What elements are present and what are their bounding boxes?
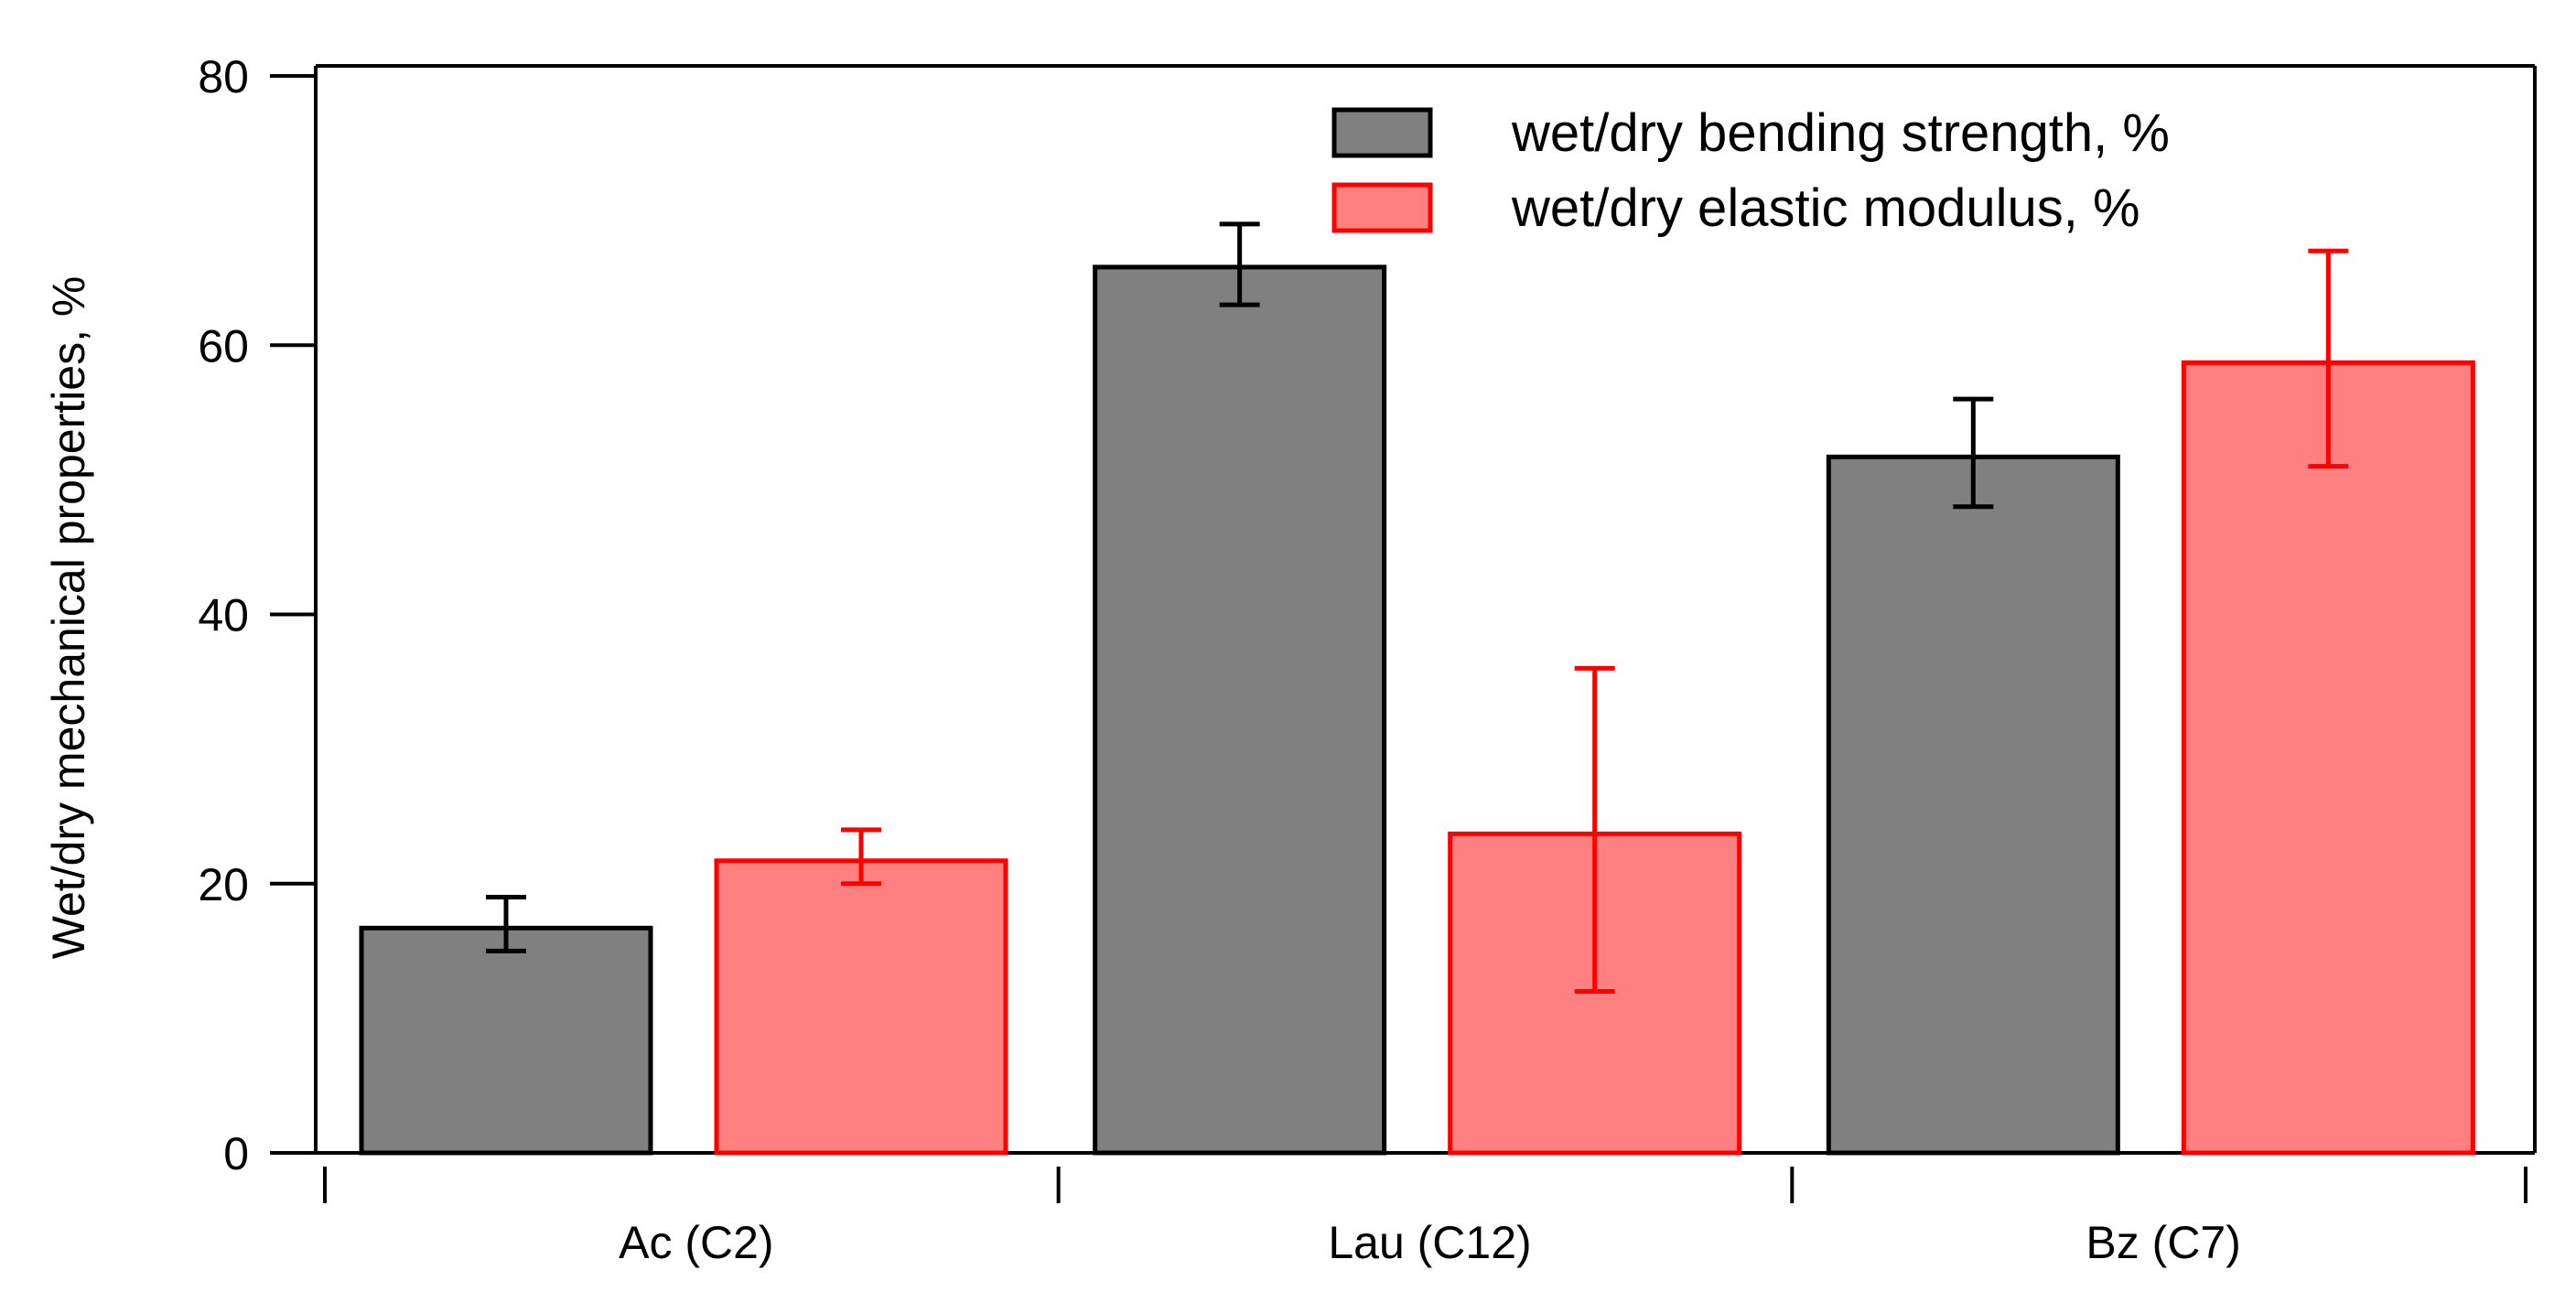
y-tick-label: 0 xyxy=(223,1128,249,1179)
plot-frame xyxy=(314,64,2537,1155)
y-tick-label: 40 xyxy=(198,590,249,641)
x-tick-label: Bz (C7) xyxy=(2086,1217,2240,1268)
bar xyxy=(1093,264,1387,1156)
y-tick-label: 20 xyxy=(198,859,249,910)
bar xyxy=(359,925,653,1156)
x-tick-label: Lau (C12) xyxy=(1328,1217,1531,1268)
y-axis-title: Wet/dry mechanical properties, % xyxy=(43,276,94,960)
bar xyxy=(2181,360,2475,1156)
bar xyxy=(1826,454,2120,1156)
error-bars xyxy=(486,221,2349,994)
bars xyxy=(359,264,2475,1156)
legend: wet/dry bending strength, % wet/dry elast… xyxy=(1331,103,2170,238)
legend-swatch xyxy=(1331,182,1433,233)
y-tick-label: 80 xyxy=(198,51,249,102)
bar xyxy=(714,858,1008,1156)
legend-label: wet/dry bending strength, % xyxy=(1511,103,2170,163)
x-tick-label: Ac (C2) xyxy=(619,1217,773,1268)
legend-swatch xyxy=(1331,107,1433,158)
y-axis: 0 20 40 60 80 xyxy=(198,51,316,1179)
x-axis: Ac (C2) Lau (C12) Bz (C7) xyxy=(323,1167,2527,1268)
legend-label: wet/dry elastic modulus, % xyxy=(1511,178,2140,238)
y-tick-label: 60 xyxy=(198,320,249,371)
